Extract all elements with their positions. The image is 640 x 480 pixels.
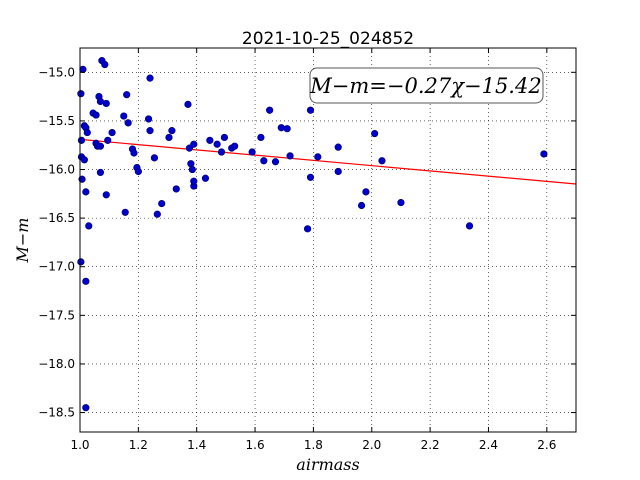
data-point	[334, 167, 342, 176]
scatter-points	[77, 57, 548, 412]
data-point	[83, 128, 91, 137]
data-point	[123, 91, 131, 99]
y-tick-label: −16.0	[38, 163, 75, 177]
data-point	[220, 133, 229, 142]
y-tick-label: −17.5	[38, 308, 75, 322]
data-point	[217, 148, 226, 156]
data-point	[286, 152, 294, 160]
data-point	[283, 125, 291, 133]
y-tick-label: −16.5	[38, 211, 75, 225]
data-point	[146, 127, 154, 135]
data-point	[334, 143, 342, 151]
equation-annotation: M−m=−0.27χ−15.42	[309, 67, 544, 104]
data-point	[357, 201, 366, 210]
data-point	[102, 191, 110, 199]
data-point	[124, 119, 132, 127]
annotation-equation: M−m=−0.27χ−15.42	[309, 74, 541, 98]
data-point	[79, 65, 87, 73]
data-point	[187, 160, 195, 168]
data-point	[306, 173, 315, 181]
data-point	[120, 112, 128, 120]
data-point	[206, 136, 214, 144]
data-point	[257, 133, 265, 142]
data-point	[77, 136, 86, 144]
data-point	[146, 74, 154, 82]
x-axis-label: airmass	[296, 455, 359, 474]
x-tick-label: 2.6	[537, 438, 556, 452]
data-point	[158, 199, 166, 208]
data-point	[92, 111, 100, 119]
data-point	[213, 140, 221, 148]
data-point	[108, 128, 116, 137]
data-point	[82, 188, 90, 196]
y-tick-label: −18.0	[38, 357, 75, 371]
data-point	[248, 148, 256, 156]
data-point	[165, 133, 173, 142]
data-point	[172, 185, 180, 193]
data-point	[85, 222, 93, 230]
data-point	[82, 404, 90, 412]
data-point	[80, 156, 88, 164]
data-point	[397, 198, 405, 207]
data-point	[144, 115, 153, 123]
x-tick-label: 1.8	[304, 438, 323, 452]
x-tick-label: 2.4	[479, 438, 498, 452]
data-point	[101, 60, 109, 69]
data-point	[314, 153, 322, 161]
x-tick-label: 1.0	[70, 438, 89, 452]
data-point	[260, 157, 268, 165]
data-point	[104, 136, 112, 144]
data-point	[82, 277, 90, 285]
y-axis-label: M−m	[13, 218, 32, 264]
data-point	[77, 258, 85, 266]
data-point	[266, 106, 274, 114]
annotation-box	[309, 67, 544, 104]
y-tick-label: −18.5	[38, 406, 75, 420]
data-point	[277, 124, 285, 132]
data-point	[465, 222, 474, 230]
plot-frame	[79, 47, 577, 433]
fit-line	[79, 138, 577, 185]
data-point	[188, 165, 196, 174]
x-tick-label: 1.6	[246, 438, 265, 452]
data-point	[96, 142, 105, 150]
fit-line-layer	[79, 138, 577, 185]
data-point	[121, 208, 129, 216]
y-tick-label: −15.0	[38, 65, 75, 79]
data-point	[184, 100, 192, 108]
data-point	[134, 167, 142, 176]
data-point	[77, 90, 85, 98]
x-tick-label: 1.2	[129, 438, 148, 452]
x-tick-label: 1.4	[187, 438, 206, 452]
data-point	[150, 154, 158, 162]
data-point	[540, 150, 548, 158]
chart-title: 2021-10-25_024852	[242, 29, 414, 49]
data-point	[168, 127, 176, 135]
axis-ticks: 1.0 1.2 1.4 1.6 1.8 2.0 2.2 2.4 2.6 −15.0 −15.5 −16…	[38, 48, 576, 452]
data-point	[378, 157, 386, 165]
data-point	[303, 225, 312, 233]
data-point	[190, 177, 198, 185]
data-point	[153, 210, 161, 218]
x-tick-label: 2.0	[362, 438, 381, 452]
grid-lines	[79, 48, 576, 432]
y-tick-label: −15.5	[38, 114, 75, 128]
data-point	[201, 174, 210, 182]
x-tick-label: 2.2	[421, 438, 440, 452]
data-point	[362, 188, 370, 196]
data-point	[190, 140, 198, 148]
data-point	[371, 129, 379, 138]
data-point	[271, 158, 280, 166]
data-point	[102, 99, 110, 108]
data-point	[96, 168, 105, 177]
y-tick-label: −17.0	[38, 260, 75, 274]
data-point	[130, 149, 138, 157]
data-point	[231, 142, 239, 150]
data-point	[306, 106, 315, 114]
